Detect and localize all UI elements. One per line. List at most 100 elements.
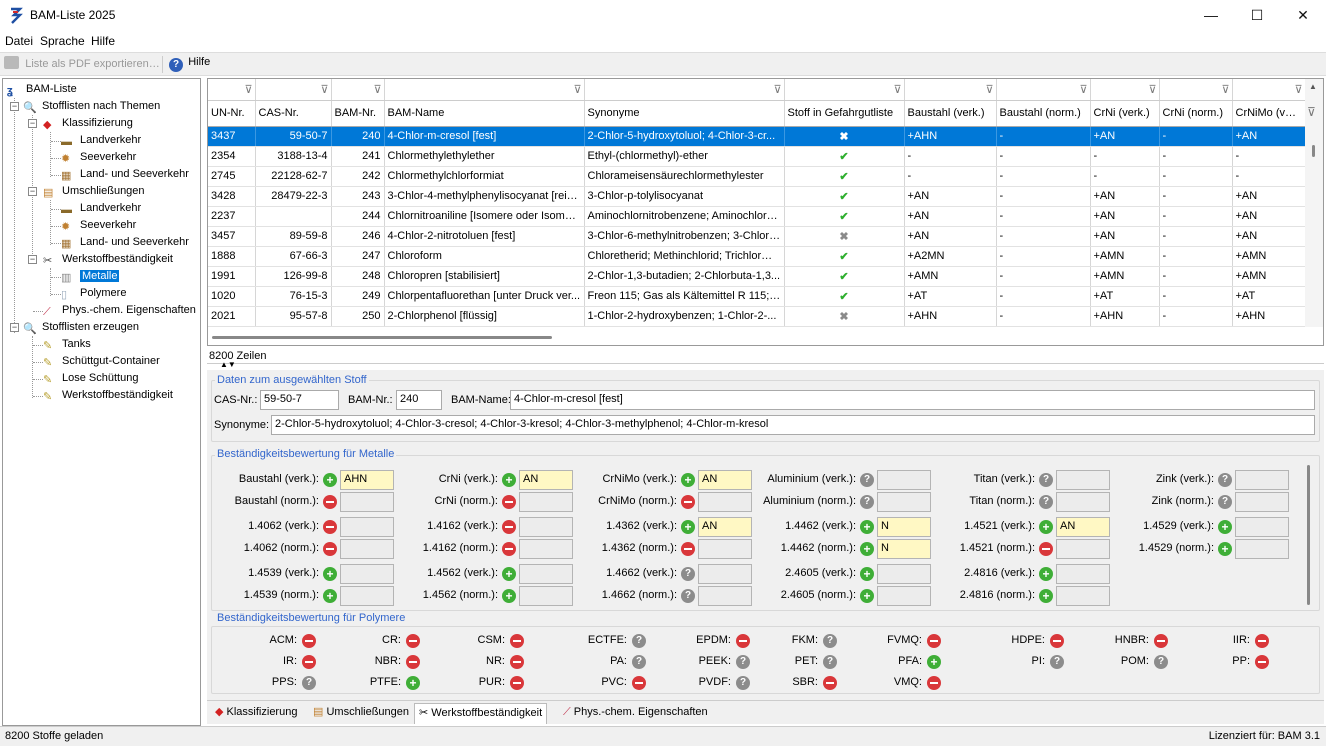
expand-toggle-icon[interactable]: −	[28, 118, 37, 128]
metal-rating-field[interactable]	[698, 586, 752, 606]
column-header[interactable]: BAM-Name	[384, 100, 585, 127]
metal-rating-field[interactable]	[340, 492, 394, 512]
tree-metalle[interactable]: ▥ Metalle	[61, 270, 120, 284]
tree-tanks[interactable]: ✎ Tanks	[43, 338, 91, 352]
tab-phys-chem[interactable]: ⟋ Phys.-chem. Eigenschaften	[563, 706, 708, 718]
scroll-thumb[interactable]	[1312, 145, 1315, 157]
tree-um-landverkehr[interactable]: ▬ Landverkehr	[61, 202, 142, 216]
metal-rating-field[interactable]	[1056, 539, 1110, 559]
metal-rating-field[interactable]: AN	[698, 517, 752, 537]
tree-werkstoffbestaendigkeit[interactable]: ✂ Werkstoffbeständigkeit	[43, 253, 173, 267]
cas-field[interactable]: 59-50-7	[260, 390, 339, 410]
export-pdf-button[interactable]: Liste als PDF exportieren…	[4, 56, 160, 73]
tab-werkstoffbestaendigkeit[interactable]: ✂ Werkstoffbeständigkeit	[414, 703, 548, 724]
column-filter-icon[interactable]: ⊽	[1159, 79, 1233, 101]
tree-kl-seeverkehr[interactable]: ✹ Seeverkehr	[61, 151, 137, 165]
tree-kl-landverkehr[interactable]: ▬ Landverkehr	[61, 134, 142, 148]
metal-rating-field[interactable]	[1056, 586, 1110, 606]
column-header[interactable]: Baustahl (norm.)	[996, 100, 1091, 127]
tab-klassifizierung[interactable]: ◆ Klassifizierung	[215, 706, 298, 718]
column-filter-icon[interactable]: ⊽	[255, 79, 332, 101]
metal-rating-field[interactable]	[877, 564, 931, 584]
column-filter-icon[interactable]: ⊽	[904, 79, 997, 101]
metal-rating-field[interactable]	[519, 492, 573, 512]
metal-rating-field[interactable]	[698, 492, 752, 512]
tree-lose-schuettung[interactable]: ✎ Lose Schüttung	[43, 372, 139, 386]
column-filter-icon[interactable]: ⊽	[1090, 79, 1160, 101]
metal-rating-field[interactable]	[1056, 470, 1110, 490]
metal-rating-field[interactable]	[1235, 470, 1289, 490]
expand-toggle-icon[interactable]: −	[10, 101, 19, 111]
tree-root-bam-liste[interactable]: ʓ BAM-Liste	[7, 83, 77, 97]
metal-rating-field[interactable]: N	[877, 539, 931, 559]
tree-um-land-seeverkehr[interactable]: ▦ Land- und Seeverkehr	[61, 236, 189, 250]
synonyms-field[interactable]: 2-Chlor-5-hydroxytoluol; 4-Chlor-3-creso…	[271, 415, 1315, 435]
table-row[interactable]: 1888 67-66-3 247 Chloroform Chloretherid; Me…	[208, 246, 1306, 267]
metals-scrollbar[interactable]	[1307, 465, 1310, 605]
bam-name-field[interactable]: 4-Chlor-m-cresol [fest]	[510, 390, 1315, 410]
expand-toggle-icon[interactable]: −	[28, 254, 37, 264]
menu-datei[interactable]: Datei	[5, 34, 34, 48]
metal-rating-field[interactable]: AN	[519, 470, 573, 490]
column-filter-icon[interactable]: ⊽	[208, 79, 256, 101]
table-row[interactable]: 2021 95-57-8 250 2-Chlorphenol [flüssig] 1-C…	[208, 306, 1306, 327]
splitter-arrows-icon[interactable]: ▲▼	[220, 360, 236, 369]
metal-rating-field[interactable]	[1235, 517, 1289, 537]
metal-rating-field[interactable]	[519, 517, 573, 537]
metal-rating-field[interactable]	[1235, 539, 1289, 559]
expand-toggle-icon[interactable]: −	[10, 322, 19, 332]
tree-stofflisten-themen[interactable]: 🔍 Stofflisten nach Themen	[23, 100, 161, 114]
metal-rating-field[interactable]	[340, 586, 394, 606]
tree-schuettgut[interactable]: ✎ Schüttgut-Container	[43, 355, 160, 369]
metal-rating-field[interactable]	[698, 564, 752, 584]
column-header[interactable]: CrNiMo (verk.)	[1232, 100, 1306, 127]
menu-hilfe[interactable]: Hilfe	[91, 34, 116, 48]
column-header[interactable]: Stoff in Gefahrgutliste	[784, 100, 905, 127]
tree-phys-chem[interactable]: ⟋ Phys.-chem. Eigenschaften	[43, 304, 196, 318]
table-vertical-scrollbar[interactable]: ▲	[1305, 79, 1323, 327]
table-row[interactable]: 1020 76-15-3 249 Chlorpentafluorethan [unte…	[208, 286, 1306, 307]
metal-rating-field[interactable]	[698, 539, 752, 559]
scroll-up-icon[interactable]: ▲	[1309, 82, 1317, 91]
tree-stofflisten-erzeugen[interactable]: 🔍 Stofflisten erzeugen	[23, 321, 140, 335]
splitter[interactable]	[207, 363, 1324, 364]
table-row[interactable]: 1991 126-99-8 248 Chloropren [stabilisiert]…	[208, 266, 1306, 287]
metal-rating-field[interactable]: AN	[1056, 517, 1110, 537]
maximize-button[interactable]: ☐	[1250, 7, 1264, 23]
tree-polymere[interactable]: ▯ Polymere	[61, 287, 127, 301]
column-header[interactable]: CAS-Nr.	[255, 100, 332, 127]
menu-sprache[interactable]: Sprache	[40, 34, 85, 48]
column-header[interactable]: Synonyme	[584, 100, 785, 127]
metal-rating-field[interactable]: AHN	[340, 470, 394, 490]
column-filter-icon[interactable]: ⊽	[996, 79, 1091, 101]
table-row[interactable]: 3437 59-50-7 240 4-Chlor-m-cresol [fest] 2-C…	[208, 126, 1306, 147]
column-filter-icon[interactable]: ⊽	[784, 79, 905, 101]
close-button[interactable]: ✕	[1297, 7, 1309, 23]
help-button[interactable]: ? Hilfe	[169, 56, 210, 73]
metal-rating-field[interactable]	[340, 517, 394, 537]
column-filter-icon[interactable]: ⊽	[384, 79, 585, 101]
table-row[interactable]: 2745 22128-62-7 242 Chlormethylchlorformiat…	[208, 166, 1306, 187]
tree-klassifizierung[interactable]: ◆ Klassifizierung	[43, 117, 133, 131]
metal-rating-field[interactable]	[519, 586, 573, 606]
column-header[interactable]: UN-Nr.	[208, 100, 256, 127]
column-header[interactable]: Baustahl (verk.)	[904, 100, 997, 127]
tree-werkstoff-erzeugen[interactable]: ✎ Werkstoffbeständigkeit	[43, 389, 173, 403]
expand-toggle-icon[interactable]: −	[28, 186, 37, 196]
column-header[interactable]: CrNi (verk.)	[1090, 100, 1160, 127]
metal-rating-field[interactable]	[877, 492, 931, 512]
tree-umschliessungen[interactable]: ▤ Umschließungen	[43, 185, 145, 199]
clear-filter-icon[interactable]: ⊽	[1307, 105, 1316, 119]
table-row[interactable]: 2354 3188-13-4 241 Chlormethylethylether Eth…	[208, 146, 1306, 167]
table-row[interactable]: 3457 89-59-8 246 4-Chlor-2-nitrotoluen [fes…	[208, 226, 1306, 247]
metal-rating-field[interactable]	[1235, 492, 1289, 512]
column-filter-icon[interactable]: ⊽	[331, 79, 385, 101]
tab-umschliessungen[interactable]: ▤ Umschließungen	[313, 706, 410, 718]
metal-rating-field[interactable]	[519, 564, 573, 584]
column-header[interactable]: CrNi (norm.)	[1159, 100, 1233, 127]
metal-rating-field[interactable]: N	[877, 517, 931, 537]
table-row[interactable]: 3428 28479-22-3 243 3-Chlor-4-methylphenyli…	[208, 186, 1306, 207]
metal-rating-field[interactable]	[877, 470, 931, 490]
metal-rating-field[interactable]	[519, 539, 573, 559]
metal-rating-field[interactable]	[340, 539, 394, 559]
